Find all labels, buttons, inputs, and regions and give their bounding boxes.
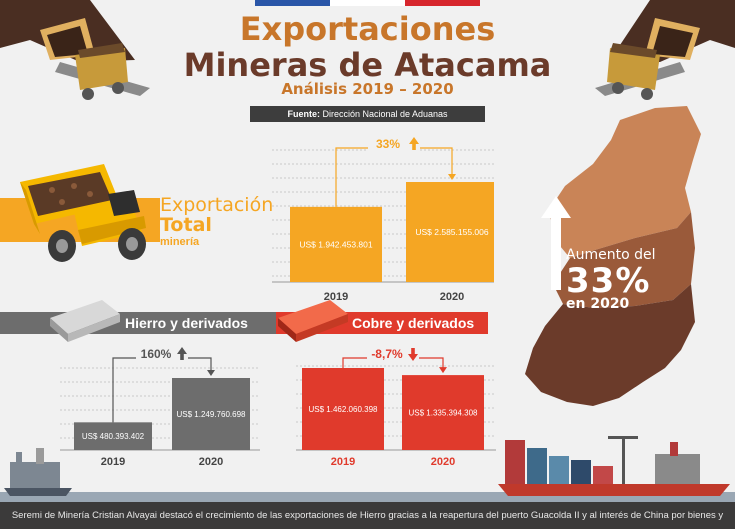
year-label: 2019 xyxy=(324,291,348,303)
change-label: 33% xyxy=(376,137,400,151)
value-label: US$ 1.335.394.308 xyxy=(409,409,478,418)
port-scene xyxy=(0,436,735,502)
year-label: 2020 xyxy=(431,456,455,468)
map-caption-line-1: Aumento del xyxy=(566,247,656,263)
bar-2019 xyxy=(290,206,382,282)
arrow-up-icon xyxy=(177,347,187,354)
flag-blue xyxy=(255,0,330,6)
value-label: US$ 1.942.453.801 xyxy=(299,239,373,249)
bar-2019 xyxy=(74,422,152,450)
value-label: US$ 1.249.760.698 xyxy=(177,410,246,419)
flag-red xyxy=(405,0,480,6)
bar-2019 xyxy=(302,368,384,450)
iron-ingot-icon xyxy=(50,300,120,342)
mine-cart-left-icon xyxy=(0,0,150,100)
change-arrow-head xyxy=(207,370,215,376)
bar-2020 xyxy=(402,375,484,450)
change-label-bg xyxy=(136,346,188,362)
value-label: US$ 1.462.060.398 xyxy=(309,405,378,414)
footer-caption: Seremi de Minería Cristian Alvayai desta… xyxy=(0,502,735,529)
copper-ingot-icon xyxy=(278,300,348,342)
year-label: 2020 xyxy=(199,456,223,468)
chart-total: US$ 1.942.453.801 2019 US$ 2.585.155.006 20… xyxy=(272,136,494,303)
change-label-bg xyxy=(367,346,419,362)
year-label: 2019 xyxy=(101,456,125,468)
source-label: Fuente: xyxy=(287,109,320,119)
title-line-1: Exportaciones xyxy=(239,10,496,48)
bar-2020 xyxy=(172,378,250,450)
year-label: 2020 xyxy=(440,291,464,303)
value-label: US$ 2.585.155.006 xyxy=(415,227,489,237)
chart-hierro: US$ 480.393.402 2019 US$ 1.249.760.698 2020… xyxy=(60,346,260,468)
title-line-2: Mineras de Atacama xyxy=(183,46,552,84)
total-label-line-3: minería xyxy=(160,236,200,248)
flag-white xyxy=(330,0,405,6)
hierro-label: Hierro y derivados xyxy=(125,315,248,331)
year-label: 2019 xyxy=(331,456,355,468)
change-arrow-head xyxy=(439,367,447,374)
arrow-up-stem xyxy=(180,354,184,360)
map-caption-line-3: en 2020 xyxy=(566,296,630,312)
total-label-line-1: Exportación xyxy=(160,194,274,216)
change-arrow-head xyxy=(448,174,456,180)
map-caption-line-2: 33% xyxy=(566,261,651,301)
cobre-label: Cobre y derivados xyxy=(352,315,475,331)
chart-cobre: US$ 1.462.060.398 2019 US$ 1.335.394.308 20… xyxy=(296,346,496,468)
atacama-map xyxy=(525,106,701,406)
arrow-up-icon xyxy=(409,137,419,144)
total-label-line-2: Total xyxy=(160,214,212,236)
subtitle: Análisis 2019 – 2020 xyxy=(281,80,454,98)
bar-2020 xyxy=(406,182,494,282)
change-label: 160% xyxy=(141,347,172,361)
source-text: Dirección Nacional de Aduanas xyxy=(322,109,448,119)
value-label: US$ 480.393.402 xyxy=(82,432,145,441)
arrow-up-stem xyxy=(412,144,416,150)
arrow-down-stem xyxy=(411,348,415,354)
dump-truck-icon xyxy=(20,164,146,262)
change-label: -8,7% xyxy=(371,347,403,361)
source-bar: Fuente: Dirección Nacional de Aduanas xyxy=(250,106,485,122)
arrow-down-icon xyxy=(408,354,418,361)
change-label-bg xyxy=(368,136,420,152)
mine-cart-right-icon xyxy=(595,0,735,100)
